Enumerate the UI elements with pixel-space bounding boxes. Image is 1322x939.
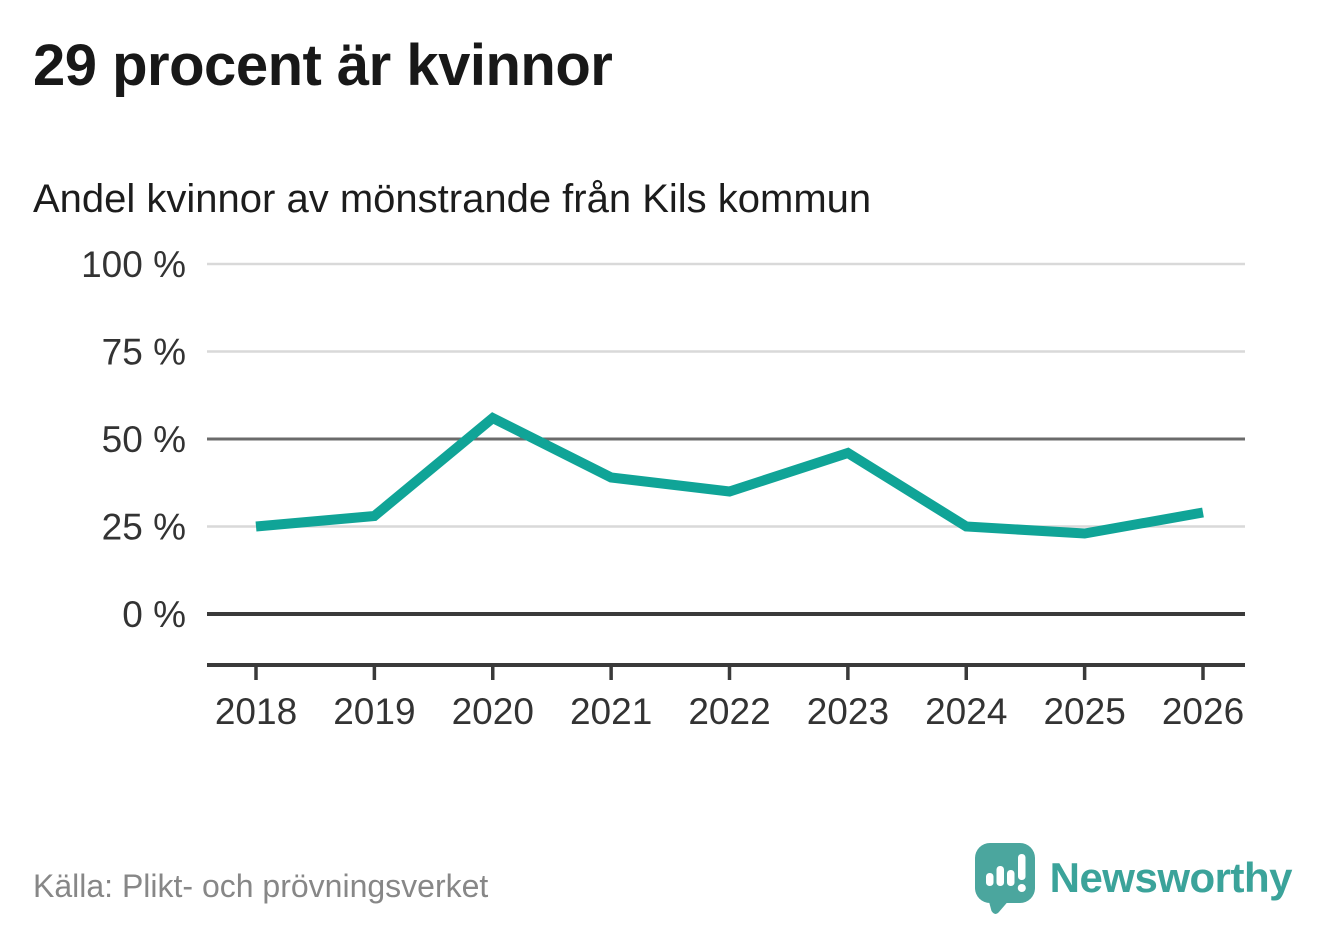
x-tick-label-2023: 2023 [807,691,889,732]
newsworthy-logo: Newsworthy [974,842,1293,914]
x-tick-label-2020: 2020 [452,691,534,732]
y-tick-label-75: 75 % [102,332,186,373]
x-tick-label-2025: 2025 [1043,691,1125,732]
logo-bubble [974,843,1035,903]
y-tick-label-50: 50 % [102,419,186,460]
logo-bar-mid [1006,870,1015,886]
x-tick-label-2026: 2026 [1162,691,1244,732]
logo-bar-tall [996,866,1004,886]
newsworthy-logo-icon [974,843,1035,914]
logo-exclamation-dot [1017,884,1026,892]
x-tick-label-2019: 2019 [333,691,415,732]
x-tick-label-2021: 2021 [570,691,652,732]
y-tick-label-100: 100 % [81,244,186,285]
data-line [255,412,1204,539]
logo-bar-short [985,873,994,886]
x-tick-label-2018: 2018 [215,691,297,732]
logo-exclamation-bar [1017,854,1026,880]
source-note: Källa: Plikt- och prövningsverket [33,868,489,904]
newsworthy-wordmark: Newsworthy [1049,854,1293,901]
chart-subtitle: Andel kvinnor av mönstrande från Kils ko… [33,177,872,221]
y-tick-label-25: 25 % [102,507,186,548]
x-tick-label-2022: 2022 [688,691,770,732]
headline: 29 procent är kvinnor [33,33,613,98]
x-tick-label-2024: 2024 [925,691,1007,732]
logo-bubble-tail [987,898,1011,914]
y-tick-label-0: 0 % [122,594,186,635]
